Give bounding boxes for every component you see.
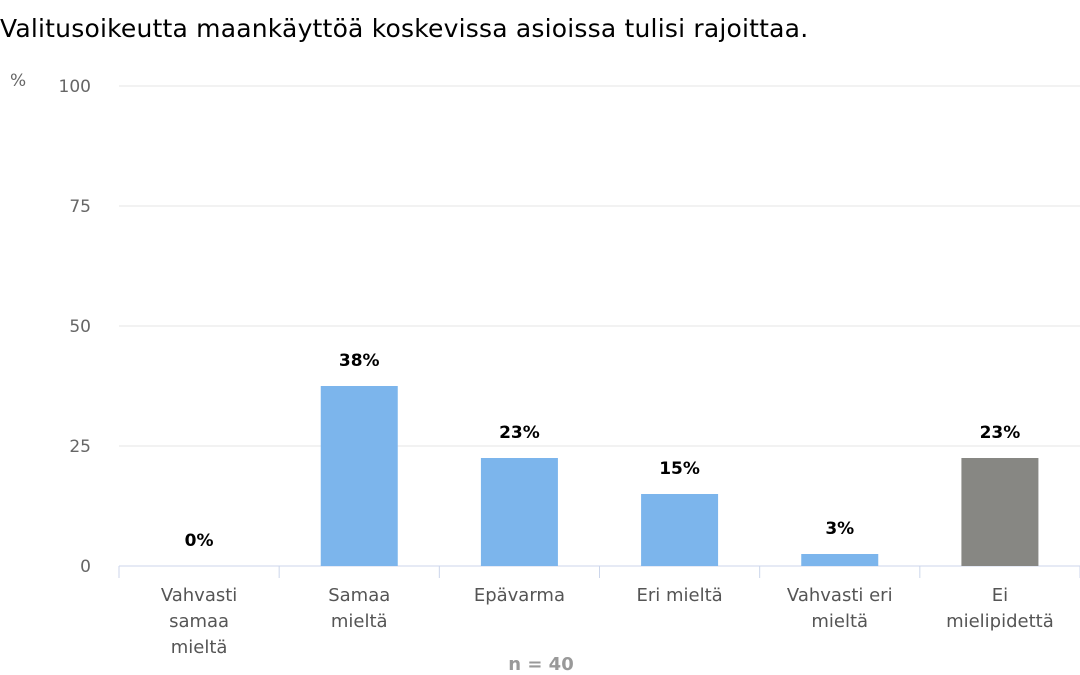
- data-label: 15%: [659, 459, 700, 479]
- data-label: 3%: [825, 519, 854, 539]
- x-tick-label-line: Eri mieltä: [636, 585, 722, 606]
- x-tick-label-line: Epävarma: [474, 585, 565, 606]
- sample-size-label: n = 40: [508, 654, 573, 675]
- y-tick-label: 25: [69, 437, 91, 457]
- x-tick-label-line: Vahvasti: [161, 585, 237, 606]
- bar: [480, 458, 558, 566]
- data-label: 38%: [339, 351, 380, 371]
- x-tick-label-line: mielipidettä: [946, 611, 1054, 632]
- x-tick-label: Eri mieltä: [636, 585, 722, 606]
- data-label: 23%: [980, 423, 1021, 443]
- bar: [641, 494, 719, 566]
- y-tick-label: 0: [80, 557, 91, 577]
- x-tick-label: Vahvasti samaa mieltä: [161, 585, 237, 658]
- y-tick-label: 50: [69, 317, 91, 337]
- x-tick-label: Ei mielipidettä: [946, 585, 1054, 632]
- x-tick-label-line: samaa: [169, 611, 229, 632]
- x-tick-label-line: Vahvasti eri: [787, 585, 893, 606]
- chart-title: Valitusoikeutta maankäyttöä koskevissa a…: [0, 14, 809, 43]
- x-tick-label: Samaa mieltä: [328, 585, 390, 632]
- bar: [961, 458, 1039, 566]
- x-tick-label-line: mieltä: [811, 611, 868, 632]
- x-tick-label-line: mieltä: [171, 637, 228, 658]
- x-tick-label-line: mieltä: [331, 611, 388, 632]
- x-tick-label-line: Ei: [992, 585, 1008, 606]
- bar: [801, 554, 879, 566]
- data-label: 23%: [499, 423, 540, 443]
- x-tick-label: Epävarma: [474, 585, 565, 606]
- bar: [320, 386, 398, 566]
- y-tick-label: 100: [59, 77, 91, 97]
- data-label: 0%: [185, 531, 214, 551]
- x-tick-label: Vahvasti eri mieltä: [787, 585, 893, 632]
- y-axis-label: %: [10, 71, 26, 91]
- y-tick-label: 75: [69, 197, 91, 217]
- x-tick-label-line: Samaa: [328, 585, 390, 606]
